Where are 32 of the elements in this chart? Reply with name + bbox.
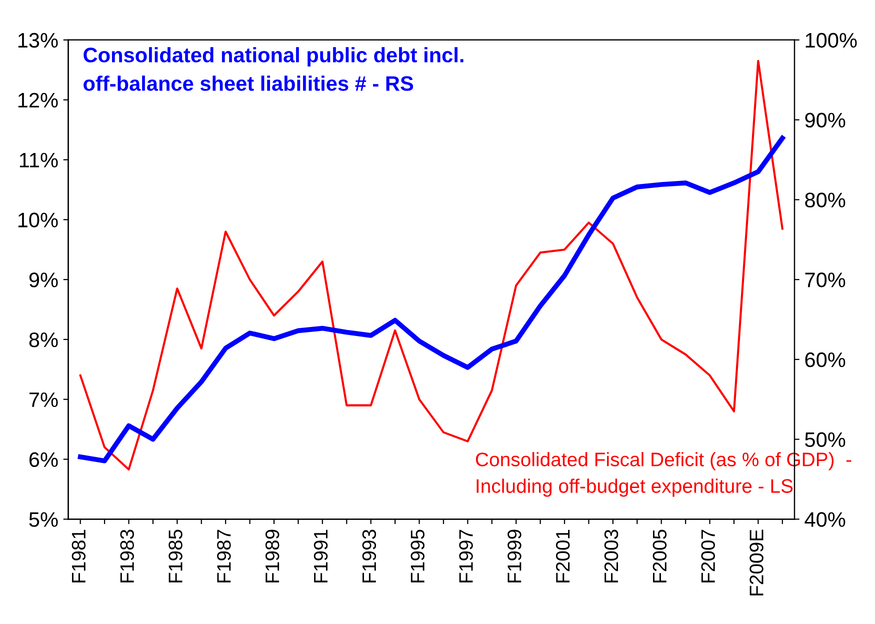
x-tick-label: F2005	[652, 530, 667, 582]
x-tick-label: F1991	[314, 530, 328, 582]
x-tick-label: F1995	[410, 530, 424, 582]
x-tick-label: F1983	[120, 530, 134, 582]
y-tick-label: 10%	[18, 212, 58, 228]
y-tick-label: 13%	[18, 32, 58, 48]
x-tick-label: F1993	[362, 530, 376, 582]
y2-tick-label: 70%	[805, 272, 846, 288]
x-tick-label: F1987	[217, 530, 231, 582]
y-tick-label: 12%	[18, 92, 58, 108]
y-tick-label: 7%	[29, 392, 58, 408]
text: Consolidated national public debt incl. off-balance sheet liabilities # - RS	[84, 47, 464, 91]
x-tick-label: F1989	[265, 530, 280, 582]
y2-tick-label: 80%	[805, 192, 846, 208]
x-tick-label: F2009E	[750, 530, 764, 596]
y-tick-label: 9%	[29, 272, 58, 288]
x-tick-label: F1997	[459, 530, 473, 582]
x-tick-label: F2007	[701, 530, 715, 582]
y2-tick-label: 50%	[805, 432, 846, 448]
y-tick-label: 11%	[20, 152, 58, 168]
y2-tick-label: 90%	[805, 112, 846, 128]
y-tick-label: 5%	[29, 512, 58, 527]
y2-tick-label: 40%	[804, 512, 846, 527]
y-tick-label: 8%	[29, 332, 58, 348]
x-tick-label: F2001	[556, 530, 570, 582]
x-tick-label: F2003	[604, 530, 618, 582]
x-tick-label: F1981	[72, 530, 86, 582]
y-tick-label: 6%	[29, 452, 58, 468]
x-tick-label: F1985	[168, 530, 182, 582]
y2-tick-label: 60%	[805, 352, 846, 368]
y2-tick-label: 100%	[806, 32, 857, 48]
x-tick-label: F1999	[508, 530, 522, 582]
